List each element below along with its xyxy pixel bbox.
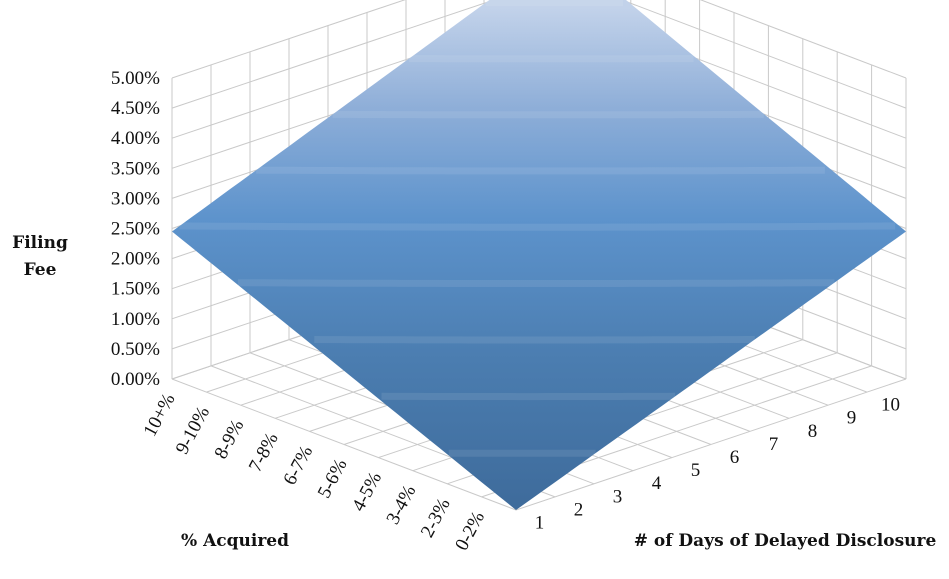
surface-contour-band <box>256 166 825 175</box>
z-tick-label: 0.50% <box>111 339 160 360</box>
y-tick-label: 2 <box>574 499 584 520</box>
z-tick-label: 4.00% <box>111 128 160 149</box>
surface-contour-band <box>314 336 755 344</box>
x-tick-label: 4-5% <box>348 468 386 514</box>
z-tick-label: 1.50% <box>111 279 160 300</box>
y-tick-label: 6 <box>730 447 740 468</box>
z-axis-title-line-2: Fee <box>24 260 57 280</box>
x-tick-label: 2-3% <box>417 495 455 541</box>
z-tick-label: 4.50% <box>111 98 160 119</box>
x-tick-label: 3-4% <box>383 482 421 528</box>
surface-contour-band <box>179 222 896 231</box>
z-tick-label: 3.00% <box>111 188 160 209</box>
z-tick-label: 3.50% <box>111 158 160 179</box>
z-tick-label: 2.00% <box>111 249 160 270</box>
y-tick-label: 4 <box>652 473 662 494</box>
x-tick-label: 6-7% <box>279 442 317 488</box>
y-tick-label: 5 <box>691 460 701 481</box>
z-tick-label: 5.00% <box>111 68 160 89</box>
z-tick-label: 0.00% <box>111 369 160 390</box>
surface-contour-band <box>237 279 835 287</box>
z-tick-label: 1.00% <box>111 309 160 330</box>
y-tick-label: 9 <box>847 408 857 429</box>
y-axis-title: # of Days of Delayed Disclosure <box>634 531 937 551</box>
y-tick-label: 7 <box>769 434 779 455</box>
y-tick-label: 1 <box>535 512 545 533</box>
x-tick-label: 8-9% <box>211 416 249 462</box>
x-tick-label: 5-6% <box>314 455 352 501</box>
y-tick-label: 10 <box>881 395 900 416</box>
y-tick-label: 3 <box>613 486 623 507</box>
x-tick-label: 0-2% <box>451 508 489 554</box>
x-tick-label: 9-10% <box>172 403 214 458</box>
x-tick-label: 10+% <box>140 390 180 440</box>
x-tick-label: 7-8% <box>245 429 283 475</box>
gridline-floor-y <box>171 378 517 511</box>
surface-mesh <box>172 0 906 510</box>
z-axis-title-line-1: Filing <box>12 233 68 253</box>
x-axis-title: % Acquired <box>181 531 289 551</box>
z-tick-label: 2.50% <box>111 219 160 240</box>
surface-plot <box>172 0 906 510</box>
y-tick-label: 8 <box>808 421 818 442</box>
